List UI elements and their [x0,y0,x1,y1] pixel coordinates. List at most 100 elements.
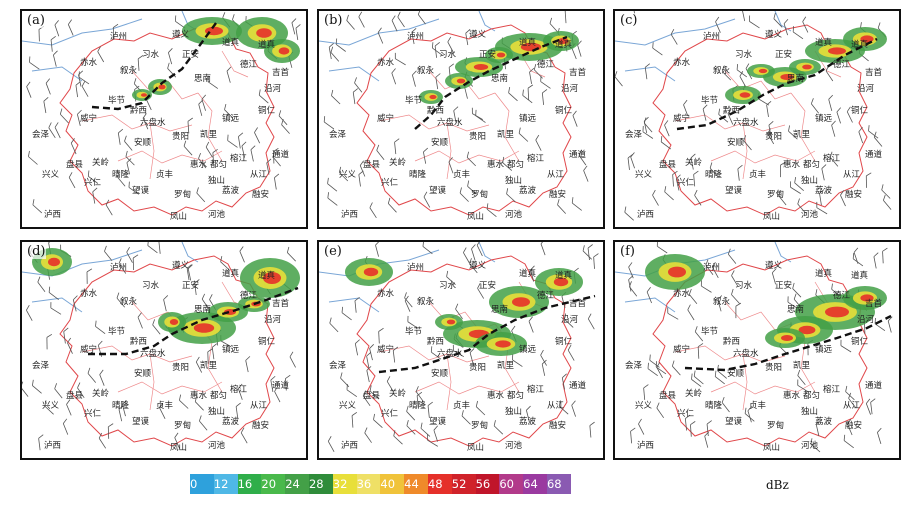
wind-barb-staff [571,202,582,211]
place-name: 惠水 [487,391,505,401]
wind-barb-feather [858,127,863,133]
wind-barb [628,275,634,292]
place-name: 镇远 [519,345,537,355]
place-name: 凤山 [763,443,781,453]
place-name: 凤山 [170,443,188,453]
place-name: 兴义 [42,170,60,180]
wind-barb-staff [287,252,296,262]
place-name: 贞丰 [749,170,767,180]
wind-barb [77,382,85,399]
wind-barb-staff [420,428,431,437]
wind-barb [224,103,234,119]
place-name: 安顺 [727,138,745,148]
wind-barb-feather [186,264,192,269]
wind-barb-staff [125,156,135,166]
wind-barb [778,190,787,206]
wind-barb-feather [771,268,777,274]
county-boundary [446,122,452,180]
wind-barb-staff [116,297,126,308]
wind-barb-feather [355,339,360,344]
wind-barb-staff [561,296,566,309]
wind-barb-staff [29,61,40,70]
wind-barb-staff [684,418,687,431]
wind-barb [630,152,635,169]
wind-barb-feather [643,116,649,122]
wind-barb [48,286,59,301]
place-name: 道真 [555,271,573,281]
wind-barb-feather [747,406,753,411]
wind-barb-feather [134,85,140,90]
wind-barb-feather [628,262,633,268]
wind-barb [792,282,802,298]
wind-barb [274,173,280,190]
wind-barb-staff [92,191,96,204]
wind-barb-feather [412,70,417,76]
wind-barb-feather [797,198,800,205]
shear-line [684,314,892,372]
wind-barb-feather [647,362,649,369]
wind-barb-staff [194,283,197,296]
shear-line [378,294,596,374]
place-name: 德江 [833,291,851,301]
wind-barb-feather [62,418,68,424]
county-boundary [117,381,223,395]
wind-barb-feather [853,247,859,253]
wind-barb-feather [571,400,576,406]
wind-barb-feather [46,333,53,338]
wind-barb [797,198,806,214]
wind-barb-feather [97,46,101,52]
wind-barb-feather [226,66,232,72]
wind-barb [670,28,678,45]
place-name: 惠水 [783,160,801,170]
wind-barb-feather [163,295,169,300]
wind-barb [656,402,665,419]
wind-barb-staff [238,388,243,400]
place-name: 河池 [801,441,819,451]
county-boundary [710,150,816,164]
wind-barb-staff [728,254,737,264]
wind-barb-feather [448,157,453,163]
wind-barb-feather [92,187,98,193]
wind-barb-staff [393,435,403,445]
wind-barb-feather [656,242,658,247]
wind-barb [98,432,107,449]
wind-barb-feather [378,327,384,332]
colorbar-bin: 52 [451,474,476,494]
wind-barb-staff [731,275,739,287]
place-name: 晴隆 [112,170,130,180]
wind-barb [642,125,654,139]
county-boundary [197,92,223,162]
place-name: 罗甸 [471,190,489,200]
wind-barb [690,153,696,170]
wind-barb [124,135,133,151]
wind-barb [205,141,213,158]
place-name: 盘县 [659,160,677,170]
wind-barb-feather [542,89,548,94]
wind-barb [768,121,774,138]
wind-barb-feather [78,70,84,76]
wind-barb [183,140,193,156]
wind-barb-staff [541,92,544,105]
colorbar-tick-label: 40 [380,477,396,491]
wind-barb-feather [44,400,47,407]
radar-map-b [319,11,589,219]
wind-barb-feather [572,110,577,116]
wind-barb-staff [743,140,752,151]
wind-barb-feather [32,199,35,205]
place-name: 融安 [845,190,863,200]
wind-barb-staff [865,403,871,415]
wind-barb-feather [48,242,54,243]
wind-barb [690,421,696,437]
wind-barb-feather [670,28,675,35]
wind-barb-staff [453,110,457,123]
wind-barb-feather [393,430,396,437]
place-name: 榕江 [230,385,248,395]
place-name: 盘县 [363,160,381,170]
wind-barb [435,73,441,90]
place-name: 铜仁 [851,337,869,347]
wind-barb-feather [461,410,464,417]
place-name: 叙永 [120,66,138,76]
wind-barb [527,84,534,101]
place-name: 泸西 [341,210,359,220]
county-boundary [221,50,249,78]
